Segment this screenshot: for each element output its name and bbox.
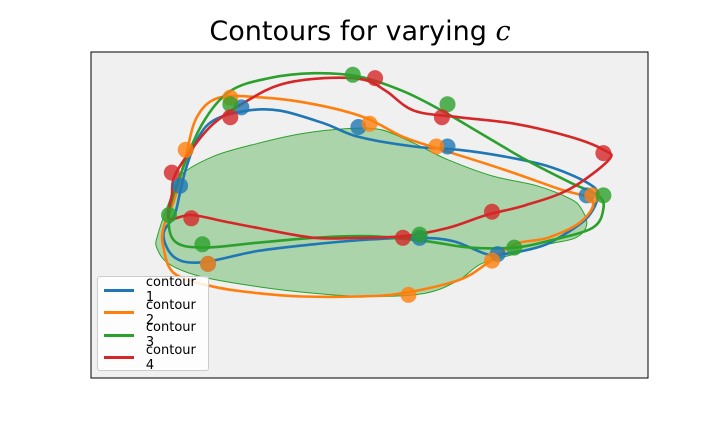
contour-points-layer — [161, 66, 612, 303]
legend-item-2: contour 2 — [104, 298, 208, 328]
contour-3-point — [595, 187, 612, 204]
contour-3-point — [506, 239, 523, 256]
chart-title-variable: c — [495, 16, 511, 47]
contour-4-point — [222, 109, 239, 126]
legend-label-1: contour 1 — [145, 275, 196, 305]
contour-2-point — [200, 255, 216, 272]
contour-4-point — [394, 229, 411, 246]
contour-4-point — [163, 164, 180, 181]
contour-2-point — [584, 187, 601, 204]
legend-item-3: contour 3 — [104, 320, 208, 350]
legend-label-2: contour 2 — [145, 297, 196, 328]
contour-2-point — [484, 252, 500, 269]
legend-swatch-1 — [104, 288, 134, 292]
contour-2-point — [428, 138, 445, 155]
contour-1-point — [172, 177, 189, 194]
contour-3-point — [222, 96, 239, 113]
contour-3-point — [411, 226, 428, 243]
contour-2-point — [361, 115, 378, 132]
chart-title-text: Contours for varying — [209, 16, 496, 47]
contour-4-point — [484, 203, 500, 220]
contour-3-point — [194, 236, 211, 253]
contour-4-point — [183, 210, 200, 227]
contour-4-point — [595, 145, 612, 162]
contour-1-point — [439, 138, 456, 155]
contour-4-point — [367, 70, 384, 87]
legend-item-1: contour 1 — [104, 275, 208, 305]
axes-frame — [90, 51, 649, 379]
chart-title: Contours for varying c — [0, 16, 720, 47]
legend: contour 1 contour 2 contour 3 contour 4 — [97, 275, 209, 373]
contour-3-point — [439, 96, 456, 113]
contour-4-point — [433, 109, 450, 126]
legend-swatch-3 — [104, 333, 134, 337]
contour-3-point — [161, 207, 177, 223]
legend-label-4: contour 4 — [145, 342, 196, 373]
contour-2-point — [400, 286, 417, 303]
legend-swatch-4 — [104, 356, 134, 359]
contour-3-point — [344, 66, 361, 83]
legend-swatch-2 — [104, 311, 134, 314]
legend-label-3: contour 3 — [145, 320, 196, 350]
legend-item-4: contour 4 — [104, 343, 208, 373]
contour-2-point — [177, 141, 194, 158]
